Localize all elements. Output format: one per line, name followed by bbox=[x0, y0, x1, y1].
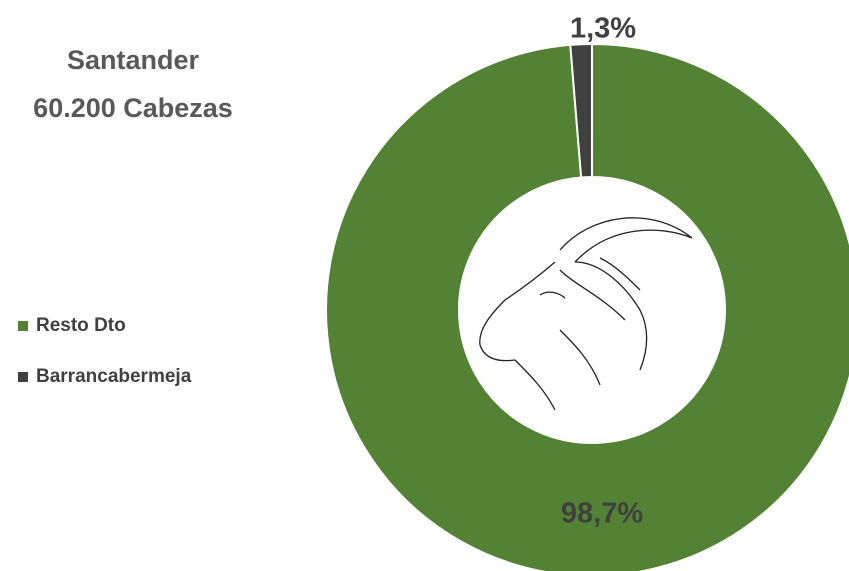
legend-label: Resto Dto bbox=[36, 315, 126, 336]
donut-slice bbox=[325, 42, 849, 571]
donut-slice bbox=[569, 42, 593, 179]
chart-title: Santander bbox=[67, 45, 200, 75]
value-label: 1,3% bbox=[570, 13, 636, 45]
legend-swatch bbox=[18, 321, 28, 331]
goat-illustration bbox=[479, 217, 693, 411]
legend-label: Barrancabermeja bbox=[36, 366, 192, 387]
legend-swatch bbox=[18, 372, 28, 382]
chart-subtitle: 60.200 Cabezas bbox=[33, 93, 233, 123]
value-label: 98,7% bbox=[561, 498, 643, 530]
